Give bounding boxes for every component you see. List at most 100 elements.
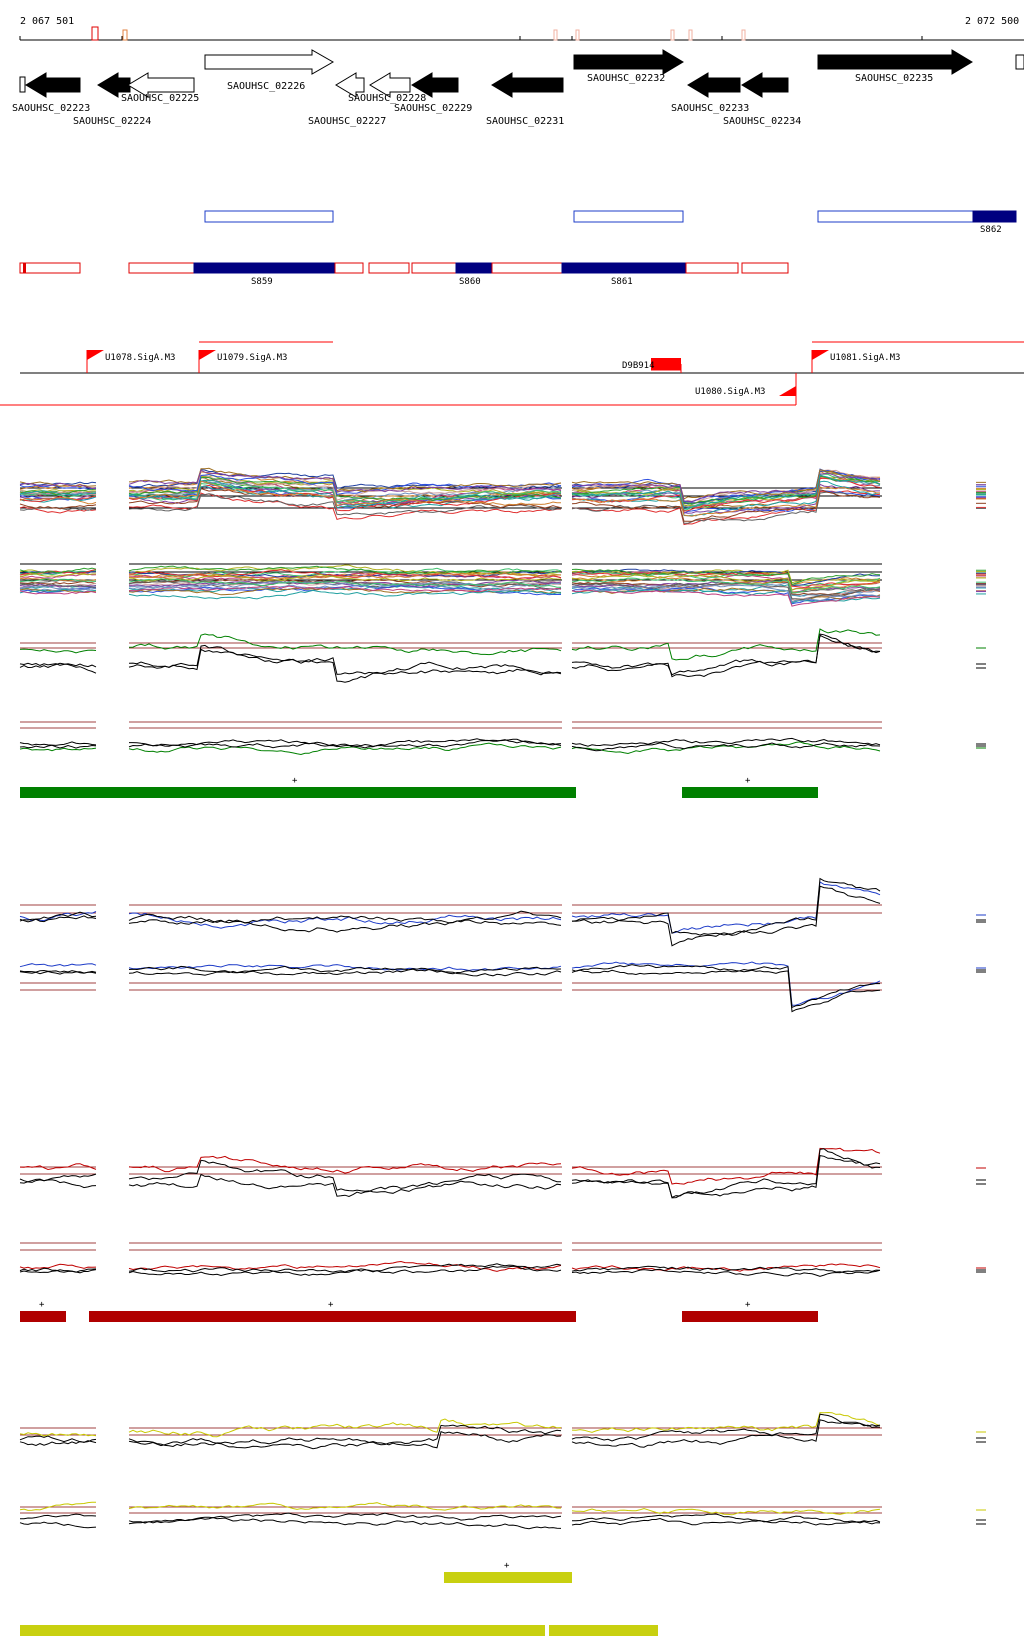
promoter-box-d[interactable]	[651, 358, 681, 370]
signal-line	[19, 911, 97, 923]
signal-line	[19, 503, 97, 510]
signal-line	[128, 1502, 561, 1511]
condition-bar-yellow[interactable]	[444, 1572, 572, 1583]
segment-box[interactable]	[204, 210, 334, 223]
signal-line	[571, 1155, 881, 1199]
signal-line	[19, 585, 97, 591]
signal-line	[19, 590, 97, 595]
signal-line	[571, 472, 881, 503]
signal-line	[128, 473, 562, 495]
signal-line	[19, 662, 97, 674]
segment-box[interactable]	[368, 262, 410, 274]
signal-line	[19, 1173, 97, 1183]
ruler-ticks	[19, 29, 923, 41]
signal-line	[571, 568, 881, 587]
segment-box[interactable]	[411, 262, 457, 274]
segment-track-minus: S859 S860 S861	[19, 262, 789, 287]
condition-bar-red[interactable]	[682, 1311, 818, 1322]
segment-box[interactable]	[741, 262, 789, 274]
gene-arrow-02227[interactable]	[335, 72, 365, 98]
segment-box[interactable]	[334, 262, 364, 274]
signal-line	[571, 1268, 881, 1277]
condition-bar-red[interactable]	[89, 1311, 576, 1322]
signal-line	[19, 495, 97, 503]
signal-line	[19, 583, 97, 588]
gene-label: SAOUHSC_02228	[348, 93, 426, 104]
condition-bar-green[interactable]	[682, 787, 818, 798]
signal-line	[571, 477, 881, 512]
segment-s860[interactable]	[455, 262, 493, 274]
signal-line	[571, 628, 881, 661]
signal-panel-blue-minus	[19, 961, 986, 1013]
signal-line	[128, 910, 562, 924]
promoter-flag-u1079[interactable]	[199, 350, 216, 360]
segment-box[interactable]	[685, 262, 739, 274]
segment-s862[interactable]	[972, 210, 1017, 223]
signal-panel-all-conditions-2	[19, 563, 986, 607]
signal-panel-green-plus	[19, 628, 986, 683]
gene-fragment	[1015, 54, 1024, 70]
condition-bar-yellow[interactable]	[20, 1625, 545, 1636]
expression-signal-panels	[19, 467, 986, 1530]
condition-bar-yellow[interactable]	[549, 1625, 658, 1636]
gene-arrow-02231[interactable]	[491, 72, 564, 98]
signal-line	[128, 918, 562, 933]
coordinate-ruler: 2 067 501 2 072 500	[19, 16, 1024, 41]
signal-line	[571, 473, 881, 512]
signal-line	[128, 1516, 562, 1530]
gene-arrow-02225[interactable]	[127, 72, 195, 98]
signal-line	[571, 486, 881, 517]
segment-s859[interactable]	[193, 262, 336, 274]
signal-line	[571, 571, 881, 589]
signal-line	[19, 1163, 97, 1171]
signal-line	[128, 965, 562, 977]
signal-line	[19, 1263, 97, 1270]
strand-mark: +	[745, 1300, 751, 1310]
segment-box[interactable]	[817, 210, 974, 223]
condition-bar-green[interactable]	[20, 787, 576, 798]
signal-line	[571, 633, 881, 678]
segment-s861[interactable]	[561, 262, 687, 274]
promoter-flag-u1081[interactable]	[812, 350, 829, 360]
signal-panel-all-conditions-1	[19, 467, 986, 526]
gene-arrow-02228[interactable]	[369, 72, 411, 98]
promoter-flag-u1078[interactable]	[87, 350, 104, 360]
gene-label: SAOUHSC_02227	[308, 116, 386, 127]
signal-line	[19, 1269, 97, 1274]
gene-arrow-02232[interactable]	[573, 49, 684, 75]
signal-line	[19, 915, 97, 923]
promoter-label: U1081.SigA.M3	[830, 353, 900, 363]
ruler-end-label: 2 072 500	[965, 16, 1019, 27]
gene-arrow-02233[interactable]	[687, 72, 741, 98]
strand-mark: +	[504, 1561, 510, 1571]
signal-line	[128, 585, 562, 593]
gene-arrow-02226[interactable]	[204, 49, 335, 75]
signal-line	[571, 1265, 881, 1275]
gene-label: SAOUHSC_02223	[12, 103, 90, 114]
signal-line	[571, 589, 881, 607]
signal-line	[19, 506, 97, 514]
signal-line	[571, 881, 881, 934]
promoter-flag-u1080[interactable]	[779, 386, 796, 396]
signal-line	[128, 1424, 562, 1448]
segment-box[interactable]	[19, 262, 81, 274]
signal-line	[128, 569, 562, 580]
signal-line	[128, 965, 562, 976]
promoter-label: U1079.SigA.M3	[217, 353, 287, 363]
gene-arrow-02229[interactable]	[411, 72, 459, 98]
gene-arrow-02235[interactable]	[817, 49, 973, 75]
gene-track: SAOUHSC_02223 SAOUHSC_02224 SAOUHSC_0222…	[12, 49, 1024, 127]
gene-arrow-02234[interactable]	[741, 72, 789, 98]
segment-box[interactable]	[491, 262, 563, 274]
segment-label: S860	[459, 277, 481, 287]
condition-bar-red[interactable]	[20, 1311, 66, 1322]
segment-box[interactable]	[128, 262, 195, 274]
signal-line	[571, 489, 881, 522]
gene-arrow-02223[interactable]	[25, 72, 81, 98]
signal-line	[571, 570, 881, 591]
gene-arrow-02224[interactable]	[97, 72, 131, 98]
signal-line	[128, 912, 562, 929]
signal-line	[19, 583, 96, 588]
segment-box[interactable]	[573, 210, 684, 223]
